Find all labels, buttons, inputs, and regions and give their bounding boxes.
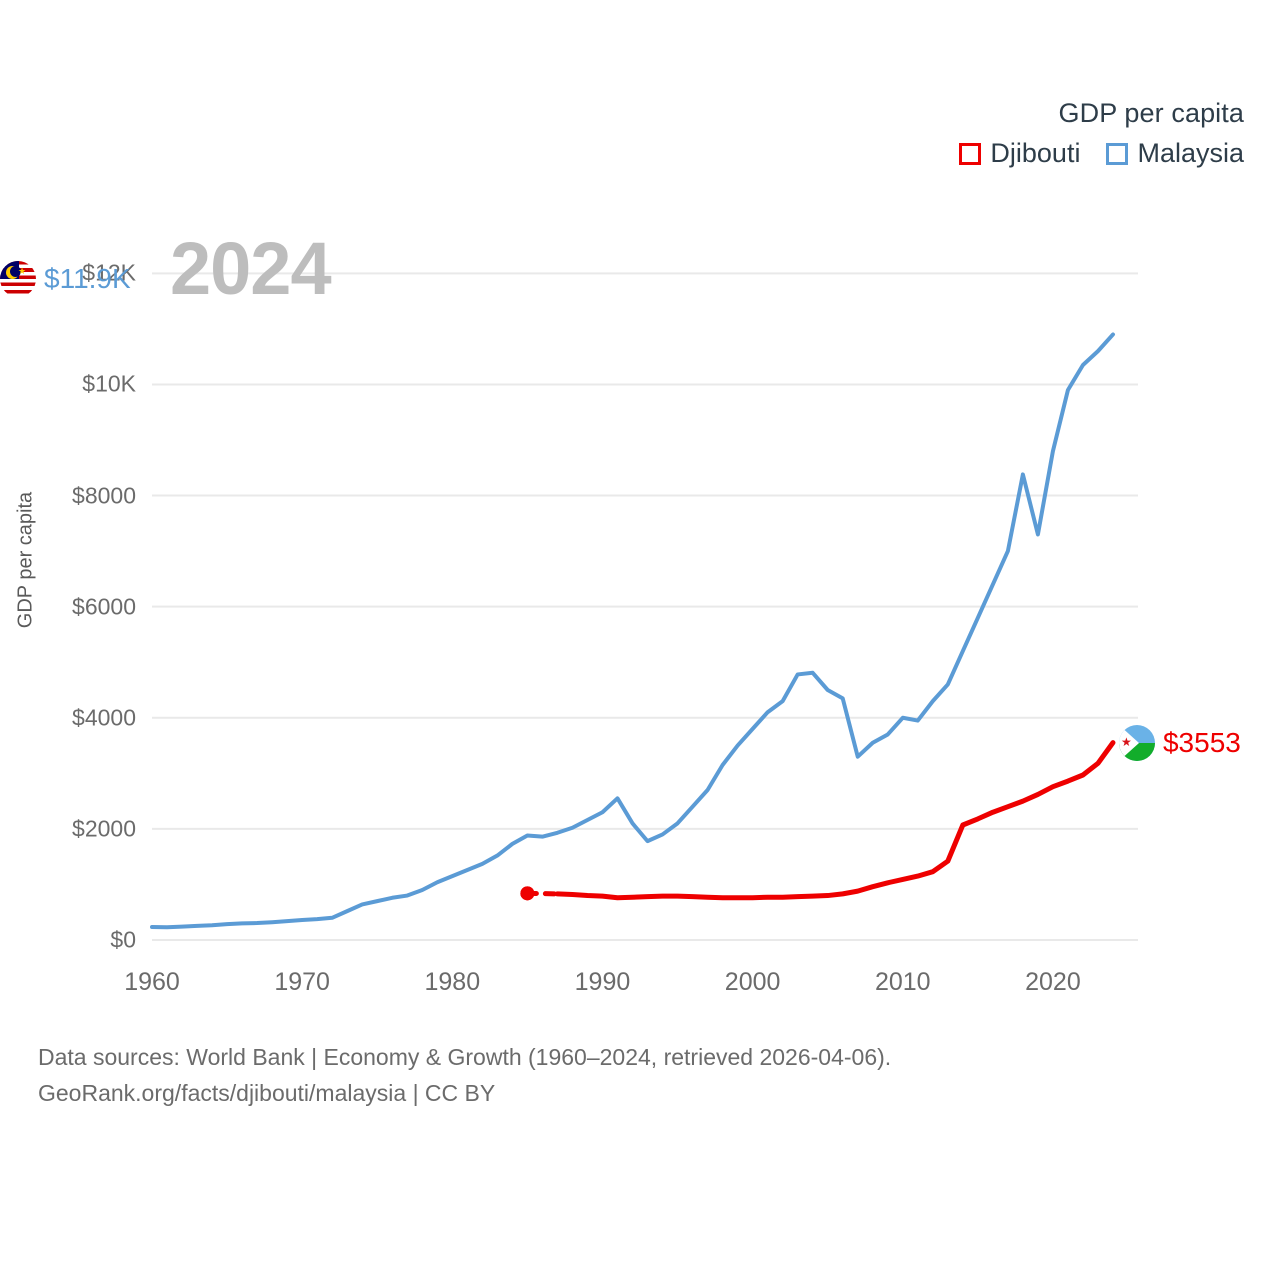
y-tick-label: $0 — [110, 926, 136, 953]
y-tick-label: $2000 — [72, 815, 136, 842]
x-tick-label: 2020 — [1025, 968, 1081, 996]
end-value-djibouti: $3553 — [1162, 726, 1241, 758]
djibouti-flag-icon: ★ — [1118, 724, 1155, 761]
y-tick-label: $6000 — [72, 593, 136, 620]
legend-label-djibouti: Djibouti — [990, 138, 1081, 168]
footer-line-2: GeoRank.org/facts/djibouti/malaysia | CC… — [38, 1079, 496, 1106]
x-tick-label: 1970 — [274, 968, 330, 996]
series-start-marker — [520, 886, 535, 901]
series-line-malaysia — [150, 332, 1115, 930]
x-tick-label: 2000 — [724, 968, 781, 996]
legend-title: GDP per capita — [1058, 98, 1244, 128]
footer-credits: Data sources: World Bank | Economy & Gro… — [38, 1040, 891, 1111]
x-tick-label: 1960 — [124, 968, 180, 996]
series-line-djibouti — [554, 740, 1116, 901]
legend-label-malaysia: Malaysia — [1137, 138, 1244, 168]
malaysia-flag-icon: ★ — [0, 260, 36, 297]
footer-line-1: Data sources: World Bank | Economy & Gro… — [38, 1044, 892, 1070]
legend-item-djibouti[interactable]: Djibouti — [959, 138, 1080, 169]
year-watermark: 2024 — [170, 227, 332, 310]
x-tick-label: 1990 — [574, 968, 631, 996]
y-tick-label: $8000 — [72, 482, 136, 509]
end-label-djibouti: ★ $3553 — [1118, 724, 1241, 761]
end-value-malaysia: $11.9K — [44, 262, 131, 294]
legend-items: Djibouti Malaysia — [959, 138, 1244, 169]
y-tick-label: $4000 — [72, 704, 136, 731]
legend-item-malaysia[interactable]: Malaysia — [1106, 138, 1244, 169]
y-tick-label: $10K — [82, 370, 136, 397]
y-tick-label: $12K — [82, 259, 136, 286]
legend-swatch-djibouti — [959, 142, 982, 165]
end-label-malaysia: ★ $11.9K — [0, 260, 131, 297]
x-tick-label: 2010 — [874, 968, 931, 996]
legend-swatch-malaysia — [1106, 142, 1129, 165]
x-tick-label: 1980 — [424, 968, 481, 996]
chart-legend: GDP per capita Djibouti Malaysia — [959, 98, 1244, 169]
